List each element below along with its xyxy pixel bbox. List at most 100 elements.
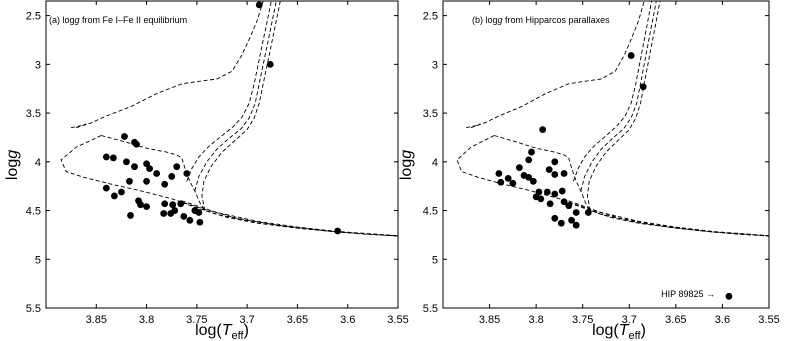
star-point	[143, 160, 150, 168]
x-tick-label: 3.85	[479, 314, 500, 326]
star-point	[133, 140, 140, 148]
star-point	[143, 203, 150, 211]
chart-panel-b: logg log(Teff) (b) logg from Hipparcos p…	[398, 0, 780, 341]
star-point	[168, 173, 176, 180]
x-axis-title: log(Teff)	[195, 322, 249, 341]
isochrone-curve	[572, 1, 653, 182]
star-point	[551, 158, 559, 166]
star-point	[146, 165, 153, 173]
isochrone-curve	[194, 1, 277, 192]
star-point	[137, 201, 144, 209]
x-tick-label: 3.65	[665, 314, 686, 326]
isochrone-curve	[201, 1, 281, 211]
star-point	[584, 209, 592, 216]
y-tick-label: 3	[432, 59, 438, 71]
x-axis-title: log(Teff)	[592, 322, 646, 341]
y-tick-label: 4.5	[423, 206, 438, 218]
isochrone-curve	[580, 1, 657, 192]
star-point	[558, 187, 566, 195]
star-point	[186, 216, 194, 224]
chart-panel-a: logg log(Teff) (a) logg from Fe I–Fe II …	[4, 0, 409, 341]
plot-frame	[45, 0, 399, 309]
y-axis-title: logg	[4, 150, 21, 180]
isochrone-curve	[60, 135, 398, 237]
star-point	[495, 170, 503, 177]
star-point	[560, 198, 568, 206]
x-tick-label: 3.75	[572, 314, 593, 326]
star-point	[102, 153, 110, 161]
star-point	[572, 221, 580, 229]
y-tick-label: 3.5	[423, 108, 438, 120]
y-tick-label: 5	[432, 254, 438, 266]
x-tick-label: 3.6	[715, 314, 730, 326]
star-point	[169, 201, 177, 209]
star-point	[195, 209, 203, 216]
x-tick-label: 3.55	[758, 314, 779, 326]
star-point	[497, 178, 505, 186]
star-point	[266, 60, 274, 68]
isochrone-curve	[466, 123, 481, 129]
y-tick-label: 2.5	[26, 11, 41, 23]
star-point	[143, 177, 150, 185]
isochrone-curve	[456, 135, 769, 237]
star-point	[126, 177, 133, 185]
x-tick-label: 3.8	[528, 314, 543, 326]
star-point	[196, 218, 204, 226]
y-tick-label: 5.5	[26, 303, 41, 315]
isochrone-curve	[186, 1, 272, 182]
x-tick-label: 3.75	[186, 314, 207, 326]
star-point	[161, 200, 169, 208]
x-tick-label: 3.85	[86, 314, 107, 326]
star-point	[529, 177, 537, 185]
star-point	[515, 164, 523, 172]
star-point	[127, 212, 134, 219]
star-point	[525, 174, 533, 181]
isochrone-curve	[568, 202, 769, 237]
isochrone-curve	[568, 200, 769, 237]
star-point	[131, 163, 138, 171]
x-tick-label: 3.65	[287, 314, 308, 326]
plot-frame	[442, 0, 770, 309]
star-point	[551, 171, 559, 178]
star-point	[173, 163, 181, 171]
y-tick-label: 3	[35, 59, 41, 71]
star-point	[509, 179, 517, 187]
panel-label: (b) logg from Hipparcos parallaxes	[472, 15, 610, 25]
star-point	[546, 200, 554, 208]
star-point	[121, 133, 128, 140]
x-tick-label: 3.6	[340, 314, 355, 326]
x-tick-label: 3.55	[387, 314, 408, 326]
y-tick-label: 2.5	[423, 11, 438, 23]
y-tick-label: 4	[35, 157, 41, 169]
star-point	[560, 170, 568, 177]
star-point	[123, 158, 130, 166]
panel-label: (a) logg from Fe I–Fe II equilibrium	[49, 15, 187, 25]
star-point	[183, 170, 191, 177]
star-point	[627, 52, 635, 59]
star-point	[180, 212, 188, 220]
isochrone-curve	[181, 202, 398, 237]
star-point	[161, 180, 169, 188]
star-point	[160, 210, 168, 217]
star-point	[551, 214, 559, 222]
isochrone-curve	[586, 1, 661, 211]
y-tick-label: 4.5	[26, 206, 41, 218]
star-point	[525, 156, 533, 164]
star-point	[539, 126, 547, 134]
x-tick-label: 3.8	[139, 314, 154, 326]
star-point	[572, 209, 580, 216]
x-tick-label: 3.7	[622, 314, 637, 326]
star-point	[725, 292, 733, 300]
star-point	[551, 190, 559, 198]
star-point	[167, 210, 175, 217]
y-tick-label: 5.5	[423, 303, 438, 315]
star-point	[557, 219, 565, 227]
isochrone-curve	[71, 123, 87, 129]
star-point	[110, 192, 118, 200]
isochrone-curve	[181, 200, 398, 237]
star-point	[568, 216, 575, 224]
star-point	[565, 202, 573, 210]
x-tick-label: 3.7	[239, 314, 254, 326]
star-point	[639, 83, 647, 91]
